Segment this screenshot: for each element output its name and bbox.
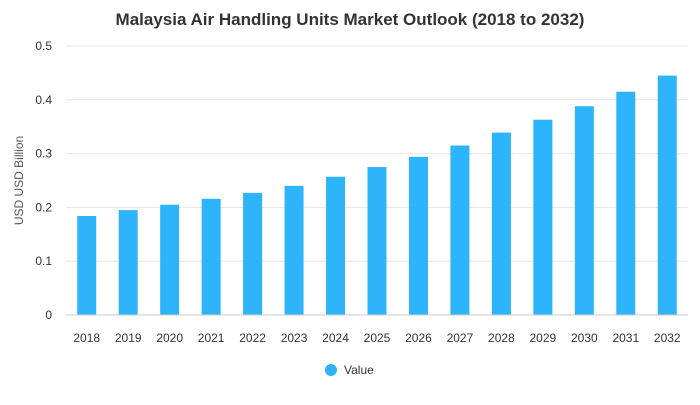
bar-2023[interactable] [284,185,304,315]
x-tick-label: 2028 [488,331,515,345]
y-axis-ticks: 0 0.1 0.2 0.3 0.4 0.5 [35,39,52,322]
bar-2020[interactable] [160,204,180,315]
x-tick-label: 2022 [239,331,266,345]
x-axis-ticks: 2018 2019 2020 2021 2022 2023 2024 2025 2026 2027… [73,331,681,345]
bar-2027[interactable] [450,145,470,315]
bar-2028[interactable] [491,132,511,315]
y-tick-label: 0.1 [35,254,52,268]
bar-2025[interactable] [367,167,387,315]
x-tick-label: 2032 [654,331,681,345]
bar-2018[interactable] [77,216,97,315]
x-tick-label: 2019 [115,331,142,345]
y-tick-label: 0.4 [35,93,52,107]
bar-2030[interactable] [574,106,594,315]
bar-2031[interactable] [616,91,636,315]
y-tick-label: 0.5 [35,39,52,53]
bar-2022[interactable] [243,192,263,315]
x-tick-label: 2020 [156,331,183,345]
x-tick-label: 2027 [447,331,474,345]
legend-label-value: Value [344,363,374,377]
bar-2021[interactable] [201,198,221,315]
bar-2024[interactable] [326,176,346,315]
x-tick-label: 2029 [530,331,557,345]
legend[interactable]: Value [325,363,374,377]
x-tick-label: 2026 [405,331,432,345]
y-tick-label: 0.2 [35,200,52,214]
bar-2029[interactable] [533,119,553,316]
x-tick-label: 2031 [612,331,639,345]
legend-marker-value [325,364,337,376]
bar-series [77,75,677,316]
bar-2032[interactable] [657,75,677,315]
chart-title: Malaysia Air Handling Units Market Outlo… [116,10,585,29]
x-tick-label: 2024 [322,331,349,345]
y-axis-label: USD USD Billion [12,136,26,225]
x-tick-label: 2018 [73,331,100,345]
x-tick-label: 2023 [281,331,308,345]
bar-2019[interactable] [118,210,138,315]
x-tick-label: 2030 [571,331,598,345]
x-tick-label: 2021 [198,331,225,345]
y-tick-label: 0 [45,308,52,322]
y-tick-label: 0.3 [35,147,52,161]
x-tick-label: 2025 [364,331,391,345]
bar-2026[interactable] [408,156,428,315]
